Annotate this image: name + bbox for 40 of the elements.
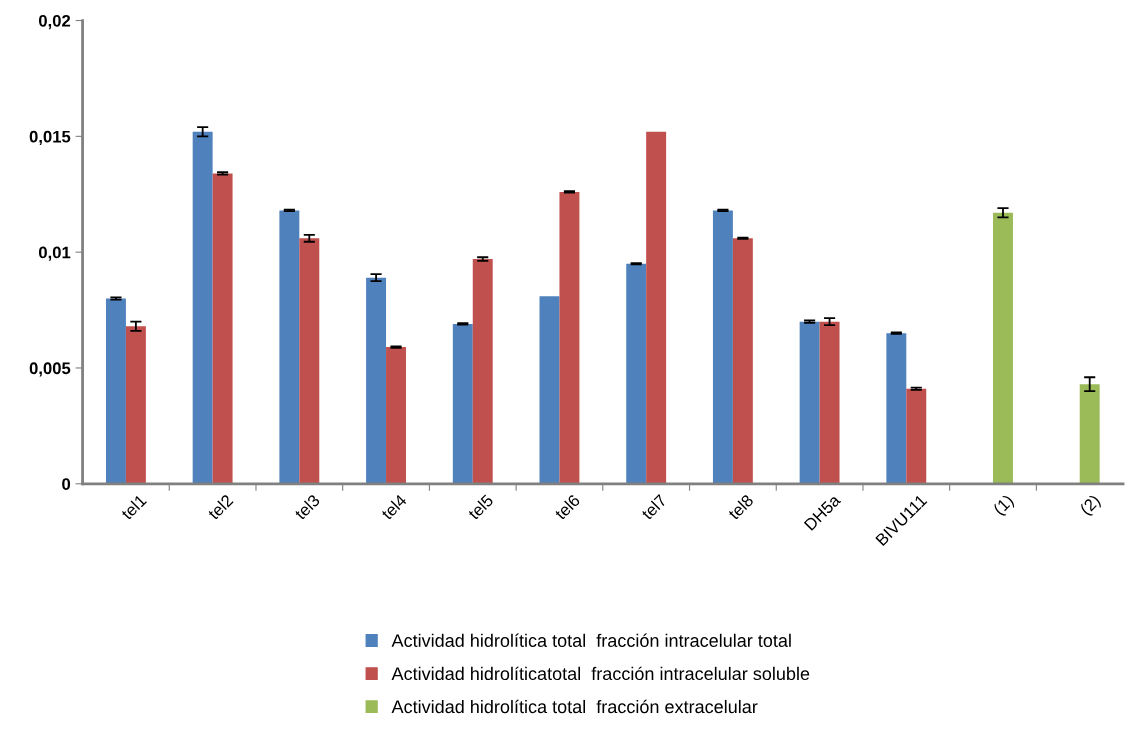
bar [1079,384,1100,484]
bar [993,212,1013,484]
bar [386,347,406,484]
x-tick-label: (2) [1079,493,1103,518]
bar [539,296,560,484]
bar [732,238,753,484]
bar [472,259,493,484]
x-tick-label: tel4 [380,493,408,521]
legend-label: Actividad hidrolítica total fracción extracelular [391,699,758,714]
bar [626,263,647,484]
bar [105,298,126,484]
bar [212,173,233,484]
y-tick-label: 0,015 [29,130,71,145]
bar [712,210,733,484]
bar [906,388,927,484]
bar [559,191,580,484]
x-tick-label: tel8 [727,493,755,521]
bar [366,277,387,484]
y-tick-label: 0,01 [38,246,71,261]
x-tick-label: tel6 [553,493,581,521]
bar [886,333,907,484]
y-tick-label: 0,005 [29,362,71,377]
bar [452,323,473,484]
bar [799,321,820,484]
bar [646,131,667,484]
bar [279,210,300,484]
x-tick-label: tel3 [293,493,321,521]
x-tick-label: tel7 [640,493,668,521]
x-tick-label: tel1 [120,493,148,521]
bar [299,238,320,484]
x-tick-label: tel5 [466,493,494,521]
y-tick-label: 0 [62,478,71,490]
bar [125,326,146,484]
legend-label: Actividad hidrolíticatotal fracción intracelular soluble [391,666,810,681]
bar [819,321,840,484]
x-tick-label: tel2 [206,493,234,521]
bar [192,131,213,484]
legend-label: Actividad hidrolítica total fracción intracelular total [391,633,791,648]
x-tick-label: (1) [992,493,1017,518]
y-tick-label: 0,02 [38,14,71,30]
